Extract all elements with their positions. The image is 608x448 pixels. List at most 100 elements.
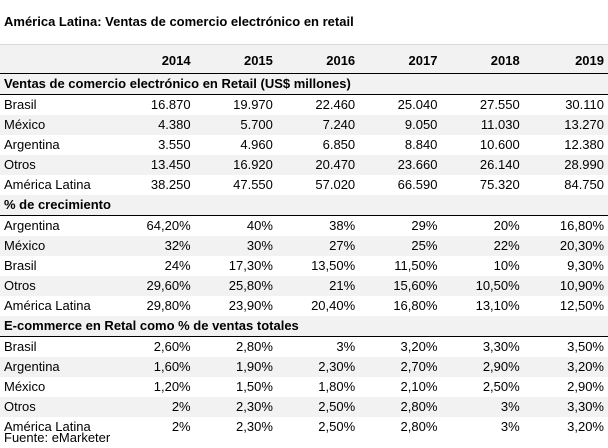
table-cell: 11,50%	[394, 258, 438, 273]
table-cell: 12,50%	[559, 298, 604, 313]
table-cell: 2,80%	[400, 419, 438, 434]
table-row: América Latina 38.250 47.550 57.020 66.590 75…	[0, 175, 608, 195]
table-cell: 2,90%	[441, 357, 524, 377]
table-cell: 32%	[112, 236, 195, 256]
table-cell: 3%	[441, 397, 524, 417]
table-cell: 30.110	[565, 97, 604, 112]
table-cell: 20,30%	[523, 236, 608, 256]
table-cell: 3.550	[158, 137, 191, 152]
row-label: Brasil	[4, 97, 37, 112]
table-cell: 57.020	[315, 177, 356, 192]
section-header-row: E-commerce en Retal como % de ventas tot…	[0, 316, 608, 337]
table-cell: 4.960	[240, 137, 273, 152]
table-cell: 20.470	[276, 155, 360, 175]
row-label: Brasil	[4, 258, 37, 273]
table-cell: 25,80%	[194, 276, 277, 296]
table-cell: 20%	[493, 218, 520, 233]
table-cell: 47.550	[233, 177, 273, 192]
table-row: Argentina 1,60% 1,90% 2,30% 2,70% 2,90% 3,20%	[0, 357, 608, 377]
table-cell: 3,50%	[567, 339, 604, 354]
source-note: Fuente: eMarketer	[4, 430, 111, 445]
table-row: Otros 2% 2,30% 2,50% 2,80% 3% 3,30%	[0, 397, 608, 417]
table-row: México 4.380 5.700 7.240 9.050 11.030 13.270	[0, 115, 608, 135]
table-row: México 1,20% 1,50% 1,80% 2,10% 2,50% 2,90%	[0, 377, 608, 397]
table-cell: 23,90%	[228, 298, 273, 313]
table-cell: 10,90%	[523, 276, 608, 296]
year-header: 2019	[523, 45, 608, 74]
table-cell: 2,90%	[567, 379, 604, 394]
table-cell: 27.550	[479, 97, 520, 112]
table-row: Brasil 24% 17,30% 13,50% 11,50% 10% 9,30%	[0, 256, 608, 276]
table-row: Argentina 3.550 4.960 6.850 8.840 10.600 12.38…	[0, 135, 608, 155]
table-cell: 2%	[171, 419, 191, 434]
section-header-row: % de crecimiento	[0, 195, 608, 216]
table-cell: 16,80%	[559, 218, 604, 233]
table-cell: 2,70%	[359, 357, 442, 377]
year-header: 2018	[441, 45, 524, 74]
table-cell: 20,40%	[311, 298, 356, 313]
section-header-row: Ventas de comercio electrónico en Retail…	[0, 73, 608, 95]
row-label: México	[4, 379, 46, 394]
row-label: América Latina	[4, 298, 91, 313]
header-corner	[0, 45, 113, 74]
table-cell: 75.320	[479, 177, 520, 192]
row-label: Otros	[0, 155, 113, 175]
section-heading: % de crecimiento	[0, 195, 608, 216]
row-label: Brasil	[4, 339, 37, 354]
table-cell: 84.750	[564, 177, 604, 192]
table-cell: 16,80%	[393, 298, 438, 313]
table-cell: 27%	[276, 236, 360, 256]
table-cell: 10.600	[479, 137, 520, 152]
table-cell: 4.380	[112, 115, 195, 135]
table-cell: 29,60%	[112, 276, 195, 296]
title-divider	[0, 44, 608, 45]
table-cell: 25%	[359, 236, 442, 256]
table-cell: 22.460	[315, 97, 356, 112]
row-label: Argentina	[0, 357, 113, 377]
table-cell: 38.250	[150, 177, 191, 192]
table-cell: 29,80%	[146, 298, 191, 313]
table-row: Brasil 16.870 19.970 22.460 25.040 27.550 30.1…	[0, 95, 608, 116]
table-cell: 2,30%	[194, 397, 277, 417]
table-cell: 17,30%	[228, 258, 273, 273]
table-cell: 24%	[164, 258, 191, 273]
table-cell: 21%	[276, 276, 360, 296]
table-cell: 2,10%	[400, 379, 438, 394]
table-cell: 1,60%	[112, 357, 195, 377]
table-cell: 3,30%	[523, 397, 608, 417]
table-cell: 29%	[411, 218, 438, 233]
table-cell: 3,20%	[400, 339, 438, 354]
table-cell: 15,60%	[359, 276, 442, 296]
table-cell: 30%	[194, 236, 277, 256]
table-cell: 2,80%	[359, 397, 442, 417]
table-row: México 32% 30% 27% 25% 22% 20,30%	[0, 236, 608, 256]
table-cell: 5.700	[194, 115, 277, 135]
year-header-row: 2014 2015 2016 2017 2018 2019	[0, 45, 608, 74]
table-cell: 8.840	[404, 137, 438, 152]
table-cell: 2,30%	[276, 357, 360, 377]
table-cell: 13,50%	[311, 258, 356, 273]
table-row: Otros 29,60% 25,80% 21% 15,60% 10,50% 10,90%	[0, 276, 608, 296]
table-cell: 3%	[500, 419, 520, 434]
table-cell: 28.990	[523, 155, 608, 175]
year-header: 2014	[112, 45, 195, 74]
table-cell: 12.380	[564, 137, 604, 152]
table-cell: 1,80%	[318, 379, 356, 394]
table-row: Argentina 64,20% 40% 38% 29% 20% 16,80%	[0, 216, 608, 237]
table-cell: 10,50%	[441, 276, 524, 296]
table-cell: 2,50%	[482, 379, 520, 394]
table-cell: 11.030	[441, 115, 524, 135]
table-title: América Latina: Ventas de comercio elect…	[4, 14, 354, 29]
table-row: Otros 13.450 16.920 20.470 23.660 26.140 28.99…	[0, 155, 608, 175]
table-cell: 3%	[336, 339, 356, 354]
table-cell: 7.240	[276, 115, 360, 135]
row-label: Argentina	[4, 137, 60, 152]
section-heading: Ventas de comercio electrónico en Retail…	[0, 73, 608, 95]
row-label: América Latina	[4, 177, 91, 192]
table-cell: 2,60%	[153, 339, 191, 354]
table-cell: 38%	[329, 218, 356, 233]
row-label: América Latina	[4, 419, 91, 434]
table-cell: 3,30%	[482, 339, 520, 354]
table-row: América Latina 2% 2,30% 2,50% 2,80% 3% 3,20%	[0, 417, 608, 437]
row-label: Argentina	[4, 218, 60, 233]
